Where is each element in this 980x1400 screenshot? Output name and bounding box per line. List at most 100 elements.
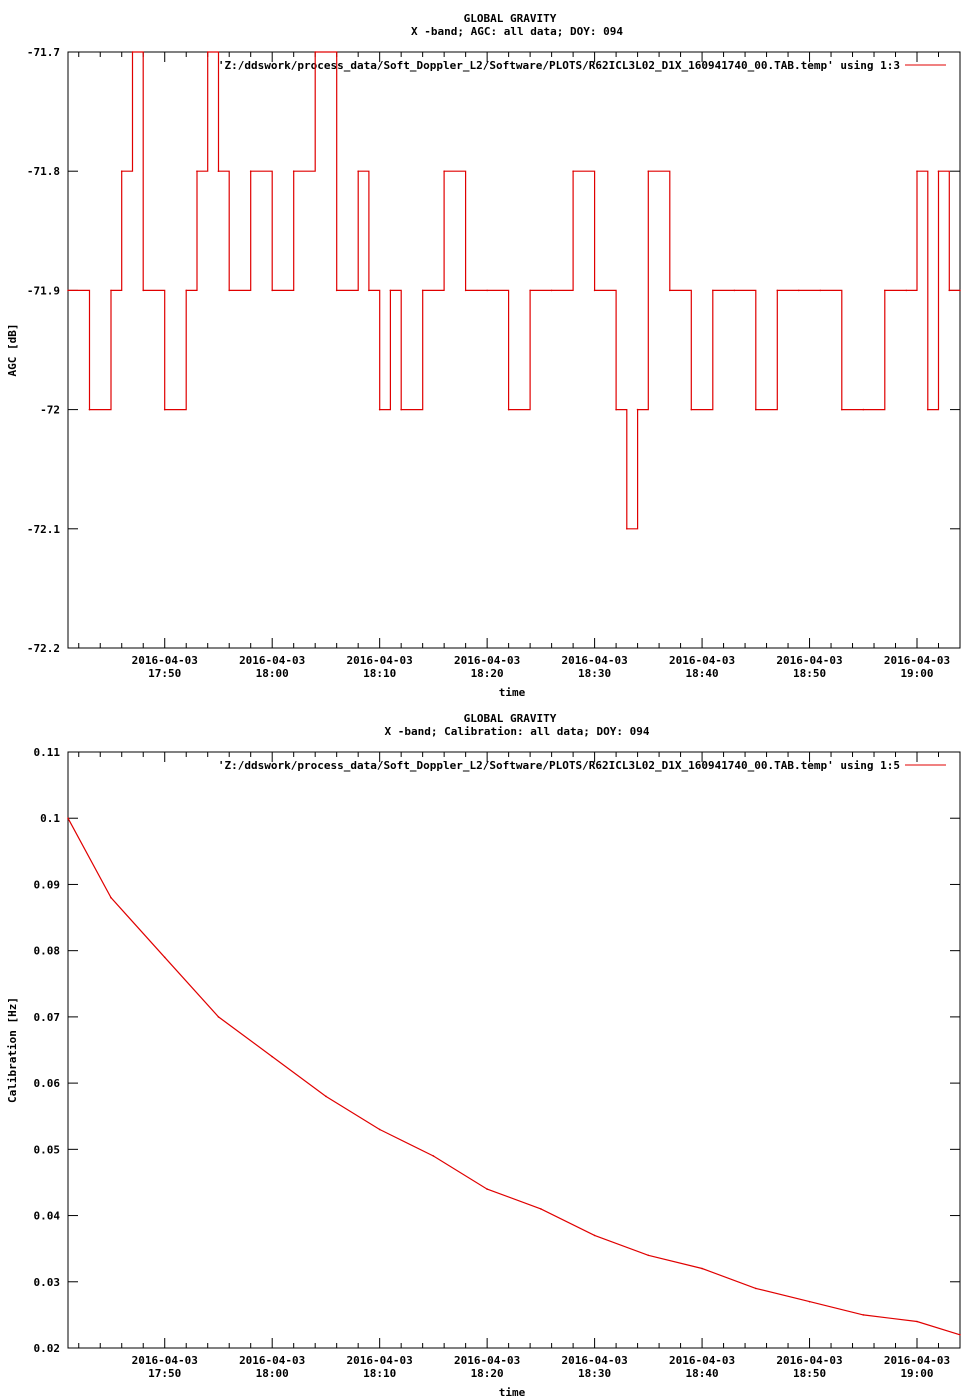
x-tick-date: 2016-04-03 [669,1354,735,1367]
data-point [755,408,757,411]
y-axis-label: AGC [dB] [6,324,19,377]
agc-chart-panel: GLOBAL GRAVITY X -band; AGC: all data; D… [6,12,961,699]
x-tick-time: 18:30 [578,667,611,680]
y-tick-label: -71.9 [27,284,60,297]
y-tick-label: 0.04 [34,1210,61,1223]
x-tick-date: 2016-04-03 [561,654,627,667]
data-point [271,1055,273,1058]
data-point [572,170,574,172]
data-point [67,817,69,820]
data-point [432,1155,435,1157]
y-tick-label: 0.1 [40,812,60,825]
data-point [840,408,843,411]
x-tick-time: 19:00 [900,1367,933,1380]
data-point [701,1267,703,1270]
data-series-line [68,51,960,530]
x-tick-date: 2016-04-03 [239,654,305,667]
x-tick-date: 2016-04-03 [132,654,198,667]
data-point [314,51,316,53]
data-point [636,408,639,411]
y-tick-label: -72.1 [27,523,60,536]
data-point [593,289,596,292]
x-tick-time: 18:50 [793,1367,826,1380]
y-tick-label: 0.02 [34,1342,61,1355]
data-point [647,170,650,172]
data-point [755,1287,757,1290]
chart-title: GLOBAL GRAVITY [464,12,557,25]
x-tick-date: 2016-04-03 [239,1354,305,1367]
plot-frame [67,51,961,649]
data-point [550,289,553,292]
data-point [163,956,166,959]
data-point [883,289,886,292]
data-point [142,289,145,292]
x-tick-time: 17:50 [148,1367,181,1380]
legend-label: 'Z:/ddswork/process_data/Soft_Doppler_L2… [218,759,900,772]
data-point [540,1208,542,1210]
data-point [228,289,231,292]
calibration-chart: GLOBAL GRAVITY X -band; Calibration: all… [6,712,961,1399]
x-tick-date: 2016-04-03 [669,654,735,667]
data-point [67,289,69,292]
data-point [421,289,424,292]
data-point [131,51,134,53]
x-tick-time: 19:00 [900,667,933,680]
y-tick-label: -71.7 [27,46,60,59]
data-point [464,289,467,292]
data-point [905,289,908,292]
data-point [712,289,714,292]
legend-label: 'Z:/ddswork/process_data/Soft_Doppler_L2… [218,59,900,72]
data-point [368,289,370,292]
x-tick-time: 18:20 [471,1367,504,1380]
data-point [217,170,220,172]
data-point [916,170,918,172]
data-point [486,1188,488,1190]
chart-title: GLOBAL GRAVITY [464,712,557,725]
y-tick-label: 0.03 [34,1276,61,1289]
x-tick-date: 2016-04-03 [561,1354,627,1367]
data-point [959,1333,961,1336]
x-tick-time: 18:50 [793,667,826,680]
data-point [690,408,693,411]
x-tick-date: 2016-04-03 [776,654,842,667]
data-point [271,289,273,292]
y-tick-label: 0.09 [34,878,61,891]
data-point [249,170,252,172]
chart-subtitle: X -band; AGC: all data; DOY: 094 [411,25,623,38]
data-point [937,170,940,172]
y-tick-label: 0.07 [34,1011,61,1024]
data-point [163,408,166,411]
data-point [357,170,359,172]
x-tick-time: 17:50 [148,667,181,680]
data-point [948,289,951,292]
data-point [378,408,381,411]
data-point [916,1320,918,1323]
data-point [110,289,112,292]
y-tick-label: -72.2 [27,642,60,655]
data-point [615,408,617,411]
x-tick-time: 18:20 [471,667,504,680]
data-point [959,289,961,292]
data-point [389,289,392,292]
data-point [733,289,736,292]
x-axis-label: time [499,686,526,699]
y-tick-label: 0.06 [34,1077,61,1090]
y-tick-label: -71.8 [27,165,60,178]
data-point [507,408,510,411]
y-tick-label: -72 [40,404,60,417]
data-point [292,170,295,172]
y-tick-label: 0.11 [34,746,61,759]
agc-chart: GLOBAL GRAVITY X -band; AGC: all data; D… [6,12,961,699]
y-tick-label: 0.08 [34,945,61,958]
x-tick-time: 18:10 [363,667,396,680]
x-tick-date: 2016-04-03 [454,654,520,667]
data-point [808,1300,811,1303]
y-axis-label: Calibration [Hz] [6,997,19,1103]
x-tick-time: 18:00 [256,1367,289,1380]
x-tick-date: 2016-04-03 [454,1354,520,1367]
data-point [647,1254,650,1257]
x-tick-date: 2016-04-03 [884,654,950,667]
x-tick-date: 2016-04-03 [776,1354,842,1367]
data-point [335,289,338,292]
x-tick-date: 2016-04-03 [132,1354,198,1367]
